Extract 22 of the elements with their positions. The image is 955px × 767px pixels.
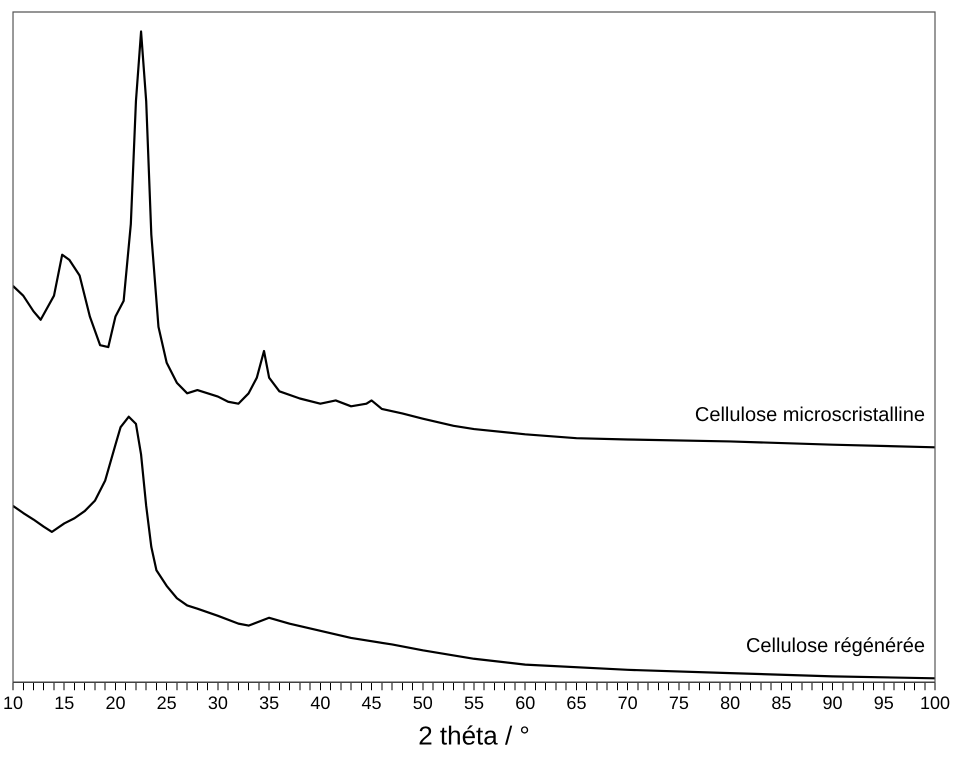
x-tick-label: 30 bbox=[208, 692, 228, 713]
x-tick-label: 25 bbox=[156, 692, 177, 713]
x-tick-label: 75 bbox=[668, 692, 689, 713]
x-tick-label: 40 bbox=[310, 692, 330, 713]
x-tick-label: 70 bbox=[618, 692, 638, 713]
x-tick-label: 20 bbox=[105, 692, 126, 713]
x-tick-label: 65 bbox=[566, 692, 586, 713]
x-tick-label: 15 bbox=[54, 692, 74, 713]
x-axis-title: 2 théta / ° bbox=[418, 720, 530, 751]
x-tick-label: 60 bbox=[515, 692, 536, 713]
x-tick-label: 10 bbox=[2, 692, 24, 713]
series-label: Cellulose microscristalline bbox=[694, 404, 925, 426]
x-tick-label: 45 bbox=[362, 692, 382, 713]
x-tick-label: 50 bbox=[412, 692, 433, 713]
x-tick-label: 85 bbox=[771, 692, 792, 713]
x-tick-label: 55 bbox=[464, 692, 484, 713]
x-tick-label: 35 bbox=[259, 692, 280, 713]
series-label: Cellulose régénérée bbox=[746, 634, 925, 657]
x-tick-label: 90 bbox=[822, 692, 843, 713]
x-tick-label: 80 bbox=[720, 692, 740, 713]
x-tick-label: 100 bbox=[920, 692, 950, 713]
x-tick-label: 95 bbox=[874, 692, 894, 713]
